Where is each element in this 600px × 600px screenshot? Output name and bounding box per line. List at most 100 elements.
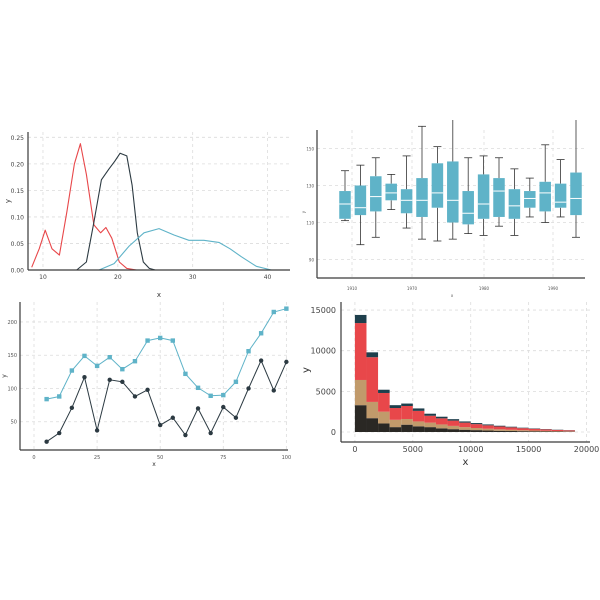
hist-bar-segment (401, 418, 413, 425)
y-tick-label: 110 (306, 221, 314, 226)
hist-bar-segment (447, 419, 460, 421)
data-point (157, 335, 163, 341)
data-point (120, 366, 125, 372)
box-6 (416, 178, 428, 217)
hist-bar-segment (493, 429, 506, 431)
hist-bar-segment (412, 421, 425, 427)
y-tick-label: 0.10 (11, 214, 25, 221)
y-axis-title: y (1, 374, 8, 378)
data-point (94, 428, 100, 433)
data-point (258, 358, 264, 363)
hist-bar-segment (482, 425, 494, 429)
hist-bar-segment (412, 426, 425, 432)
box-11 (493, 178, 505, 217)
hist-bar-segment (540, 431, 552, 432)
hist-bar-segment (505, 429, 518, 432)
hist-bar-segment (435, 418, 448, 425)
box-4 (385, 183, 397, 201)
hist-bar-segment (389, 427, 402, 432)
data-point (271, 388, 276, 393)
x-tick-label: 0 (352, 445, 357, 454)
boxplot-panel: 90 110 130 150 1910 1970 1980 1990 x y (301, 120, 585, 298)
hist-bar-segment (459, 427, 471, 430)
hist-bar-segment (401, 403, 413, 406)
data-point (233, 379, 239, 385)
data-point (170, 415, 176, 420)
x-tick-label: 40 (264, 274, 272, 281)
y-tick-label: 200 (7, 320, 17, 326)
density-line-3 (98, 228, 272, 271)
hist-bar-segment (482, 428, 494, 431)
y-tick-label: 0.00 (11, 268, 25, 275)
data-point (107, 377, 112, 383)
x-tick-label: 5000 (403, 445, 423, 454)
hist-bar-segment (389, 405, 402, 409)
y-tick-label: 0.05 (11, 241, 25, 248)
hist-bar-segment (378, 411, 390, 424)
histogram-panel: 0 5000 10000 15000 0 5000 10000 15000 20000 x y (301, 302, 599, 468)
data-point (145, 387, 150, 393)
hist-bar-segment (401, 424, 413, 432)
y-axis-title: y (4, 199, 12, 203)
y-axis-title: y (301, 367, 312, 373)
hist-bar-segment (470, 424, 483, 429)
box-10 (477, 174, 490, 219)
hist-bar-segment (493, 425, 506, 427)
x-tick-label: 25 (94, 455, 100, 461)
hist-bar-segment (540, 429, 552, 431)
data-point (44, 439, 49, 444)
data-point (183, 371, 188, 377)
data-point (233, 415, 239, 420)
hist-bar-segment (435, 428, 448, 432)
data-point (94, 363, 100, 369)
x-tick-label: 100 (282, 455, 292, 461)
x-tick-label: 1980 (479, 286, 490, 291)
hist-bar-segment (401, 405, 413, 419)
x-axis-title: x (152, 461, 156, 468)
x-tick-label: 15000 (516, 445, 541, 454)
hist-bar-segment (505, 431, 518, 432)
data-point (120, 379, 125, 385)
density-line-1 (31, 143, 137, 271)
hist-bar-segment (470, 428, 483, 431)
box-3 (370, 176, 382, 212)
x-axis-title: x (157, 291, 161, 299)
hist-bar-segment (505, 427, 518, 430)
y-tick-label: 15000 (311, 306, 336, 315)
x-tick-label: 10000 (458, 445, 483, 454)
hist-bar-segment (551, 429, 564, 432)
data-point (157, 422, 163, 428)
y-tick-label: 0.25 (11, 135, 25, 142)
box-13 (524, 191, 536, 208)
x-tick-label: 10 (39, 274, 47, 281)
data-point (221, 404, 226, 410)
data-point (145, 338, 150, 343)
hist-bar-segment (389, 408, 402, 420)
data-point (57, 394, 62, 399)
hist-bar-segment (482, 430, 494, 432)
data-point (246, 386, 251, 391)
hist-bar-segment (482, 424, 494, 426)
hist-bar-segment (378, 392, 390, 412)
hist-bar-segment (459, 422, 471, 428)
data-point (69, 405, 75, 410)
density-line-2 (76, 152, 156, 271)
hist-bar-segment (517, 430, 529, 432)
x-tick-label: 50 (157, 455, 163, 461)
hist-bar-segment (528, 431, 541, 432)
x-tick-label: 1990 (548, 286, 559, 291)
box-12 (508, 189, 521, 219)
y-tick-label: 5000 (316, 387, 336, 396)
data-point (132, 394, 138, 399)
y-tick-label: 50 (11, 420, 17, 426)
x-tick-label: 1970 (407, 286, 418, 291)
data-point (82, 374, 87, 380)
x-axis-title: x (451, 293, 454, 298)
y-tick-label: 100 (7, 386, 17, 392)
x-tick-label: 20 (114, 274, 122, 281)
hist-bar-segment (424, 422, 436, 428)
data-point (246, 349, 251, 354)
hist-bar-segment (424, 413, 436, 416)
box-7 (431, 163, 444, 208)
hist-bar-segment (505, 426, 518, 428)
